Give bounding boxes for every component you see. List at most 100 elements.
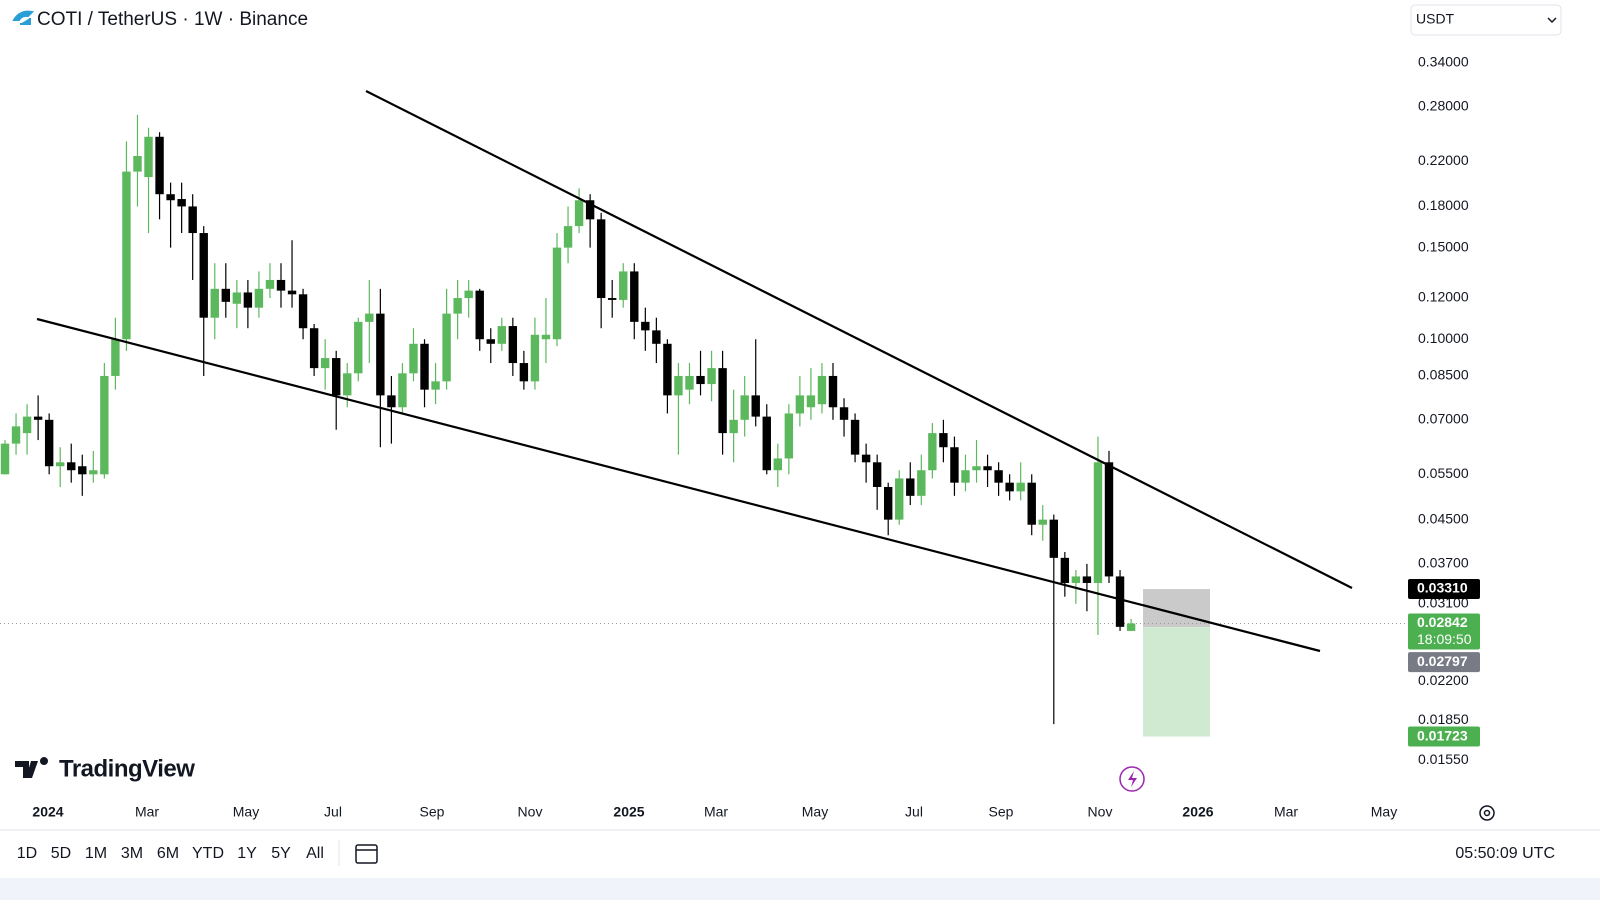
x-tick-label: Nov bbox=[1088, 804, 1113, 820]
price-label-bg bbox=[1408, 652, 1480, 673]
price-label: 0.01723 bbox=[1417, 727, 1468, 743]
candle-body bbox=[0, 443, 10, 475]
range-toolbar: 1D 5D 1M 3M 6M YTD 1Y 5Y All bbox=[17, 845, 324, 862]
candle-body bbox=[387, 395, 396, 408]
range-button[interactable]: 1D bbox=[17, 845, 37, 862]
candle-body bbox=[22, 416, 32, 434]
candle-body bbox=[530, 334, 540, 382]
candle-body bbox=[398, 373, 407, 408]
candle-body bbox=[641, 321, 650, 331]
candle-body bbox=[320, 358, 330, 369]
candle-body bbox=[78, 466, 87, 475]
range-button[interactable]: All bbox=[306, 845, 324, 862]
calendar bbox=[355, 844, 378, 864]
brand-logo bbox=[15, 757, 48, 778]
candle-body bbox=[972, 466, 981, 471]
candle-body bbox=[309, 328, 319, 369]
candle-body bbox=[718, 368, 727, 434]
candle-body bbox=[365, 313, 374, 322]
x-tick-label: Jul bbox=[905, 804, 923, 820]
x-tick-label: Mar bbox=[1274, 804, 1298, 820]
candle-body bbox=[751, 395, 760, 417]
candle-body bbox=[861, 454, 871, 463]
range-button[interactable]: 6M bbox=[157, 845, 179, 862]
candle-body bbox=[872, 462, 882, 487]
x-tick-label: 2025 bbox=[613, 804, 644, 820]
candle-body bbox=[111, 339, 120, 376]
candle-body bbox=[630, 271, 639, 322]
y-tick-label: 0.05500 bbox=[1418, 465, 1469, 481]
y-tick-label: 0.01850 bbox=[1418, 711, 1469, 727]
gear-center bbox=[1483, 809, 1491, 817]
candle-body bbox=[464, 290, 473, 299]
x-tick-label: Mar bbox=[135, 804, 159, 820]
candle-body bbox=[276, 279, 286, 291]
candle-body bbox=[409, 343, 418, 374]
price-label-bg bbox=[1408, 726, 1480, 747]
candle-body bbox=[508, 326, 518, 364]
x-tick-label: May bbox=[1371, 804, 1397, 820]
candle-body bbox=[839, 407, 849, 420]
x-tick-label: 2026 bbox=[1182, 804, 1213, 820]
bottom-strip bbox=[0, 878, 1600, 900]
candle-body bbox=[762, 416, 771, 471]
x-tick-label: Sep bbox=[989, 804, 1014, 820]
candle-body bbox=[221, 288, 230, 302]
candle-body bbox=[541, 334, 551, 340]
candle-body bbox=[1027, 482, 1036, 525]
candle-body bbox=[773, 458, 782, 471]
candle-body bbox=[563, 226, 573, 248]
candle-body bbox=[1016, 482, 1025, 492]
gear bbox=[1479, 805, 1495, 821]
candle-body bbox=[497, 326, 506, 344]
candle-body bbox=[1060, 557, 1070, 583]
candle-body bbox=[199, 233, 208, 318]
range-button[interactable]: 1Y bbox=[237, 845, 257, 862]
candle-body bbox=[663, 343, 672, 396]
y-tick-label: 0.28000 bbox=[1418, 97, 1469, 113]
candle-body bbox=[574, 200, 584, 227]
candle-body bbox=[828, 375, 838, 408]
lower-trendline bbox=[36, 317, 1321, 653]
range-button[interactable]: YTD bbox=[192, 845, 224, 862]
candle-body bbox=[56, 462, 65, 467]
candle-body bbox=[420, 343, 429, 390]
y-tick-label: 0.04500 bbox=[1418, 510, 1469, 526]
candle-body bbox=[652, 330, 661, 344]
candle-body bbox=[1082, 576, 1092, 583]
candle-body bbox=[795, 395, 805, 414]
candle-body bbox=[89, 470, 98, 475]
settings-icon[interactable] bbox=[1479, 805, 1495, 821]
y-tick-label: 0.34000 bbox=[1418, 53, 1469, 69]
candle-body bbox=[177, 199, 186, 207]
range-button[interactable]: 3M bbox=[121, 845, 143, 862]
currency-select[interactable] bbox=[1410, 4, 1562, 36]
candle-body bbox=[11, 426, 21, 444]
upper-trendline bbox=[365, 90, 1353, 589]
range-button[interactable]: 5Y bbox=[271, 845, 291, 862]
y-tick-label: 0.15000 bbox=[1418, 238, 1469, 254]
candle-body bbox=[928, 433, 937, 471]
range-button[interactable]: 5D bbox=[51, 845, 71, 862]
y-tick-label: 0.10000 bbox=[1418, 330, 1469, 346]
x-tick-label: Jul bbox=[324, 804, 342, 820]
candle-body bbox=[210, 288, 219, 318]
y-tick-label: 0.03700 bbox=[1418, 555, 1469, 571]
x-tick-label: May bbox=[233, 804, 259, 820]
y-tick-label: 0.02200 bbox=[1418, 672, 1469, 688]
candle-body bbox=[707, 368, 716, 385]
events-icon[interactable] bbox=[1119, 766, 1145, 792]
candle-body bbox=[906, 478, 915, 496]
date-range-icon[interactable] bbox=[355, 844, 378, 864]
range-button[interactable]: 1M bbox=[85, 845, 107, 862]
candle-body bbox=[519, 363, 529, 382]
candle-body bbox=[265, 279, 275, 289]
y-tick-label: 0.01550 bbox=[1418, 751, 1469, 767]
price-label: 0.02842 bbox=[1417, 614, 1468, 630]
candle-body bbox=[740, 395, 749, 420]
reward-zone bbox=[1143, 627, 1210, 737]
y-tick-label: 0.07000 bbox=[1418, 411, 1469, 427]
candle-body bbox=[232, 292, 242, 304]
candle-body bbox=[1104, 462, 1114, 577]
candle-body bbox=[155, 136, 164, 195]
